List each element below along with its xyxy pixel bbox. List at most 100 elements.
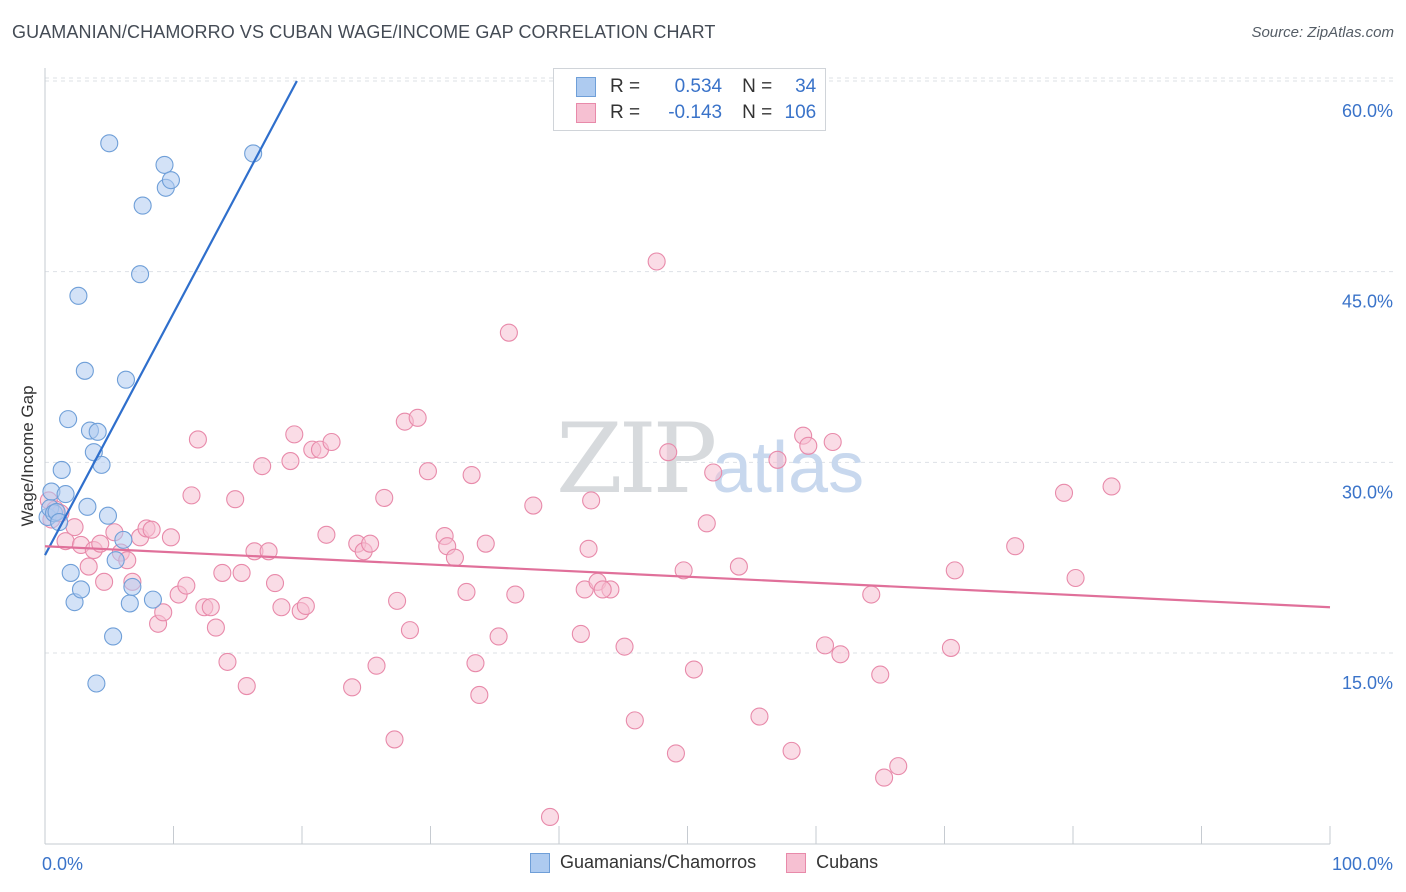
guamanian-point — [133, 196, 152, 215]
legend-n-label-2: N = — [742, 102, 773, 123]
guamanian-point — [143, 590, 162, 609]
guamanian-point — [114, 530, 133, 549]
cuban-point — [647, 252, 666, 271]
cuban-point — [729, 557, 748, 576]
y-tick-label-30: 30.0% — [1342, 482, 1393, 502]
guamanian-point — [69, 286, 88, 305]
cuban-point — [1054, 483, 1074, 502]
cuban-point — [375, 488, 394, 507]
cuban-point — [871, 665, 890, 684]
cuban-point — [177, 576, 196, 595]
guamanian-point — [87, 674, 106, 693]
source-label: Source: ZipAtlas.com — [1251, 24, 1394, 41]
cuban-point — [206, 618, 225, 637]
cuban-point — [462, 465, 481, 485]
y-tick-label-15: 15.0% — [1342, 673, 1393, 693]
cuban-point — [862, 585, 881, 604]
cuban-point — [213, 563, 232, 582]
guamanian-point — [100, 134, 119, 153]
cuban-point — [831, 645, 850, 664]
cuban-point — [154, 603, 173, 622]
cuban-point — [524, 496, 543, 515]
cuban-point — [540, 807, 560, 827]
cuban-point — [506, 585, 525, 604]
guamanian-point — [78, 497, 97, 516]
guamanian-point — [59, 410, 78, 429]
cuban-point — [253, 457, 272, 476]
legend-swatch-pink — [576, 103, 596, 123]
cuban-point — [1102, 477, 1121, 496]
cuban-point — [343, 678, 362, 697]
cuban-point — [499, 323, 518, 342]
legend-n-value-1: 34 — [795, 76, 817, 97]
cuban-point — [400, 621, 419, 640]
cuban-point — [697, 514, 716, 533]
guamanian-point — [88, 422, 107, 441]
series-legend: Guamanians/Chamorros Cubans — [530, 852, 908, 873]
cuban-point — [593, 580, 612, 599]
chart-title: GUAMANIAN/CHAMORRO VS CUBAN WAGE/INCOME … — [12, 22, 716, 42]
legend-r-label-1: R = — [610, 76, 641, 97]
legend-swatch-blue — [576, 77, 596, 97]
cuban-point — [750, 707, 769, 726]
cuban-point — [823, 432, 842, 452]
cuban-trend-line — [44, 545, 1331, 609]
cuban-point — [476, 534, 495, 553]
watermark-zip: ZIP — [556, 403, 715, 515]
cuban-point — [385, 730, 404, 749]
cuban-point — [579, 539, 598, 558]
cuban-point — [285, 425, 304, 444]
cuban-point — [704, 463, 723, 482]
cuban-point — [322, 432, 341, 452]
cuban-point — [408, 408, 427, 427]
cuban-point — [232, 563, 251, 582]
y-tick-label-45: 45.0% — [1342, 292, 1393, 312]
y-tick-label-60: 60.0% — [1342, 101, 1393, 121]
cuban-point — [1006, 537, 1025, 556]
cuban-point — [418, 462, 437, 481]
cuban-point — [889, 757, 908, 776]
x-tick-label-0: 0.0% — [42, 854, 83, 874]
cuban-point — [237, 676, 256, 696]
x-tick-label-100: 100.0% — [1332, 854, 1393, 874]
guamanian-point — [161, 171, 180, 190]
cuban-point — [945, 561, 964, 580]
legend-r-value-1: 0.534 — [674, 76, 723, 97]
cuban-point — [388, 591, 407, 610]
legend-item-guamanians[interactable]: Guamanians/Chamorros — [530, 852, 756, 873]
legend-swatch-guamanians — [530, 852, 550, 873]
guamanian-point — [155, 155, 174, 174]
legend-row-cubans: R = -0.143 N = 106 — [576, 101, 816, 125]
cuban-point — [815, 636, 835, 655]
guamanian-point — [71, 580, 91, 599]
cuban-point — [296, 596, 315, 616]
cuban-point — [445, 548, 464, 567]
cuban-point — [582, 491, 601, 510]
guamanian-point — [120, 594, 139, 613]
cuban-point — [182, 486, 201, 505]
cuban-point — [65, 518, 84, 537]
guamanian-point — [123, 577, 142, 596]
guamanian-point — [75, 361, 94, 380]
legend-item-cubans[interactable]: Cubans — [786, 852, 878, 873]
guamanian-point — [116, 370, 136, 389]
guamanian-trend-line — [44, 80, 298, 556]
cuban-point — [317, 525, 336, 544]
cuban-point — [79, 557, 98, 576]
legend-n-value-2: 106 — [784, 102, 817, 123]
cuban-point — [782, 741, 801, 760]
y-axis-label: Wage/Income Gap — [18, 385, 37, 526]
cuban-point — [142, 520, 161, 539]
legend-r-value-2: -0.143 — [668, 102, 723, 123]
cuban-point — [470, 685, 489, 704]
cuban-point — [799, 436, 818, 455]
cuban-point — [625, 711, 644, 730]
cuban-point — [768, 450, 787, 469]
guamanian-point — [106, 551, 125, 570]
cuban-point — [457, 582, 476, 602]
cuban-point — [659, 443, 678, 462]
correlation-legend: R = 0.534 N = 34 R = -0.143 N = 106 — [553, 68, 826, 131]
cuban-point — [571, 624, 590, 643]
cuban-point — [361, 534, 380, 553]
